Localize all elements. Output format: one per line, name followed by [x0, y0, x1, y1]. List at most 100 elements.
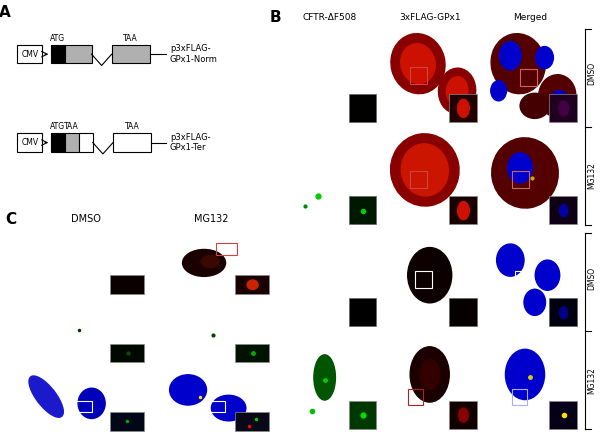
Ellipse shape: [401, 144, 448, 196]
Text: 3xFLAG
-GPx1-Ter: 3xFLAG -GPx1-Ter: [30, 233, 60, 244]
Bar: [71, 327, 91, 338]
Ellipse shape: [551, 91, 568, 111]
Bar: [410, 67, 427, 84]
Bar: [549, 196, 577, 224]
Text: MG132: MG132: [588, 162, 596, 190]
Ellipse shape: [535, 46, 554, 69]
Text: p3xFLAG-
GPx1-Ter: p3xFLAG- GPx1-Ter: [170, 133, 210, 152]
Bar: [235, 412, 269, 431]
Text: C: C: [5, 211, 16, 227]
Text: A: A: [0, 5, 11, 20]
Bar: [51, 45, 65, 63]
Bar: [305, 403, 320, 417]
Bar: [112, 45, 150, 63]
Bar: [315, 271, 332, 288]
Bar: [110, 412, 144, 431]
Ellipse shape: [407, 248, 452, 303]
Bar: [520, 69, 537, 86]
Bar: [450, 298, 477, 326]
Bar: [408, 389, 423, 405]
Ellipse shape: [201, 256, 219, 268]
Bar: [113, 133, 151, 152]
Bar: [512, 171, 529, 188]
Bar: [216, 244, 237, 255]
Ellipse shape: [391, 134, 459, 206]
Bar: [51, 133, 65, 152]
Ellipse shape: [459, 408, 468, 422]
Bar: [549, 401, 577, 429]
Bar: [415, 271, 432, 288]
Text: TAA: TAA: [123, 34, 138, 43]
Bar: [349, 401, 376, 429]
Ellipse shape: [520, 93, 549, 118]
Ellipse shape: [183, 249, 225, 276]
Bar: [315, 67, 332, 84]
Bar: [235, 344, 269, 363]
Bar: [549, 298, 577, 326]
Ellipse shape: [439, 68, 476, 114]
Bar: [17, 45, 42, 63]
Text: MG132: MG132: [194, 214, 228, 224]
Ellipse shape: [391, 34, 445, 93]
Bar: [515, 271, 532, 288]
Bar: [204, 319, 221, 328]
Ellipse shape: [169, 375, 207, 405]
Ellipse shape: [560, 307, 567, 319]
Bar: [308, 178, 323, 193]
Ellipse shape: [29, 376, 63, 417]
Ellipse shape: [212, 395, 246, 421]
Text: Merged: Merged: [155, 370, 181, 376]
Text: 3xFLAG-GPx1: 3xFLAG-GPx1: [399, 13, 460, 22]
Ellipse shape: [538, 75, 576, 117]
Ellipse shape: [535, 260, 560, 290]
Bar: [450, 94, 477, 122]
Text: TAA: TAA: [124, 122, 139, 131]
Ellipse shape: [524, 289, 546, 316]
Bar: [235, 275, 269, 294]
Text: DMSO: DMSO: [588, 266, 596, 290]
Ellipse shape: [492, 138, 558, 208]
Ellipse shape: [559, 101, 569, 116]
Ellipse shape: [560, 205, 567, 217]
Text: Merged: Merged: [513, 13, 547, 22]
Ellipse shape: [457, 202, 469, 219]
Bar: [110, 344, 144, 363]
Text: p3xFLAG-
GPx1-Norm: p3xFLAG- GPx1-Norm: [170, 44, 218, 64]
Bar: [71, 258, 91, 270]
Text: DMSO: DMSO: [588, 62, 596, 85]
Text: B: B: [270, 10, 281, 25]
Bar: [110, 275, 144, 294]
Bar: [65, 133, 79, 152]
Bar: [65, 45, 91, 63]
Ellipse shape: [78, 388, 105, 418]
Ellipse shape: [314, 355, 335, 400]
Ellipse shape: [410, 347, 450, 402]
Bar: [450, 401, 477, 429]
Text: CMV: CMV: [21, 138, 38, 147]
Ellipse shape: [401, 44, 435, 84]
Ellipse shape: [491, 34, 545, 93]
Text: TAA: TAA: [64, 122, 79, 131]
Ellipse shape: [508, 153, 532, 183]
Text: DMSO: DMSO: [72, 214, 102, 224]
Text: Merged: Merged: [30, 370, 56, 376]
Ellipse shape: [457, 99, 469, 118]
Bar: [450, 196, 477, 224]
Bar: [512, 389, 527, 405]
Ellipse shape: [447, 77, 468, 105]
Bar: [204, 401, 225, 412]
Ellipse shape: [420, 359, 439, 389]
Bar: [349, 94, 376, 122]
Bar: [349, 298, 376, 326]
Bar: [17, 133, 42, 152]
Bar: [71, 401, 91, 412]
Text: ATG: ATG: [50, 122, 66, 131]
Text: 3xFLAG
-GPx1-Ter: 3xFLAG -GPx1-Ter: [155, 233, 185, 244]
Ellipse shape: [247, 280, 258, 290]
Text: ATG: ATG: [50, 34, 66, 43]
Bar: [549, 94, 577, 122]
Ellipse shape: [499, 42, 521, 70]
Bar: [410, 171, 427, 188]
Ellipse shape: [491, 81, 507, 101]
Bar: [349, 196, 376, 224]
